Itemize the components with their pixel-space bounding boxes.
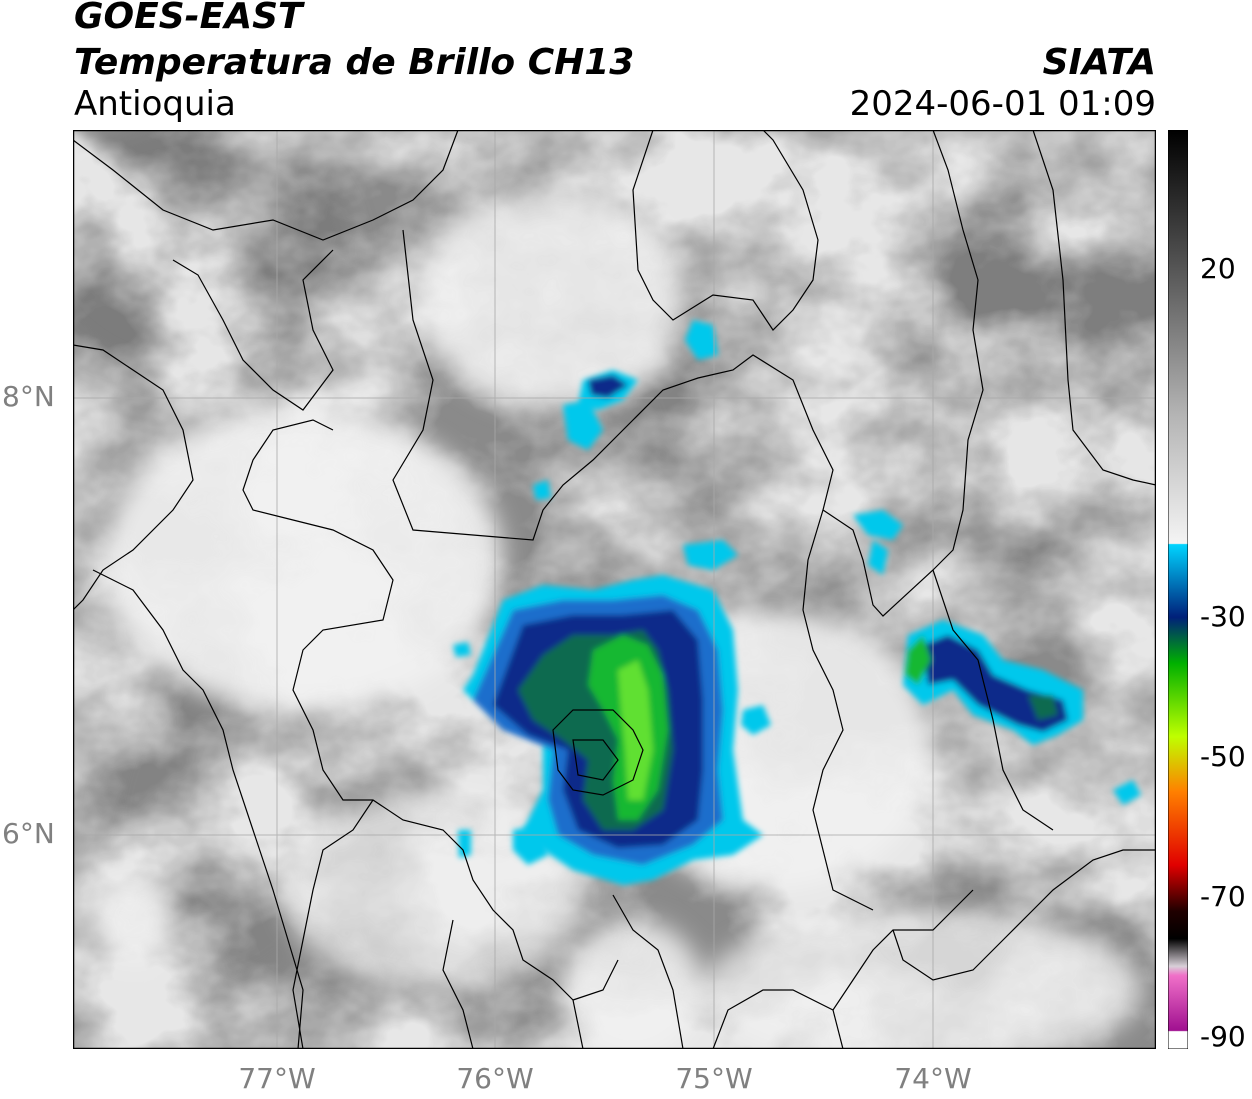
colorbar-label-minus-70: -70	[1200, 880, 1246, 913]
colorbar-label-minus-90: -90	[1200, 1020, 1246, 1053]
lon-label-76w: 76°W	[456, 1062, 534, 1095]
satellite-map	[73, 130, 1156, 1049]
product-title: Temperatura de Brillo CH13	[74, 42, 635, 83]
colorbar	[1168, 130, 1188, 1049]
lon-label-77w: 77°W	[238, 1062, 316, 1095]
convective-cells-north	[453, 320, 1141, 865]
lon-label-75w: 75°W	[675, 1062, 753, 1095]
colorbar-label-minus-30: -30	[1200, 600, 1246, 633]
convective-system-east	[903, 620, 1083, 745]
administrative-boundaries	[73, 130, 1156, 1049]
convective-system-main	[463, 575, 763, 885]
organization-label: SIATA	[1042, 42, 1156, 83]
region-title: Antioquia	[74, 84, 236, 124]
graticule	[73, 130, 1156, 1049]
colorbar-label-minus-50: -50	[1200, 740, 1246, 773]
lat-label-8n: 8°N	[2, 380, 55, 413]
colorbar-label-20: 20	[1200, 252, 1236, 285]
lat-label-6n: 6°N	[2, 817, 55, 850]
lon-label-74w: 74°W	[894, 1062, 972, 1095]
satellite-title: GOES-EAST	[74, 0, 303, 37]
datetime-label: 2024-06-01 01:09	[849, 84, 1156, 124]
